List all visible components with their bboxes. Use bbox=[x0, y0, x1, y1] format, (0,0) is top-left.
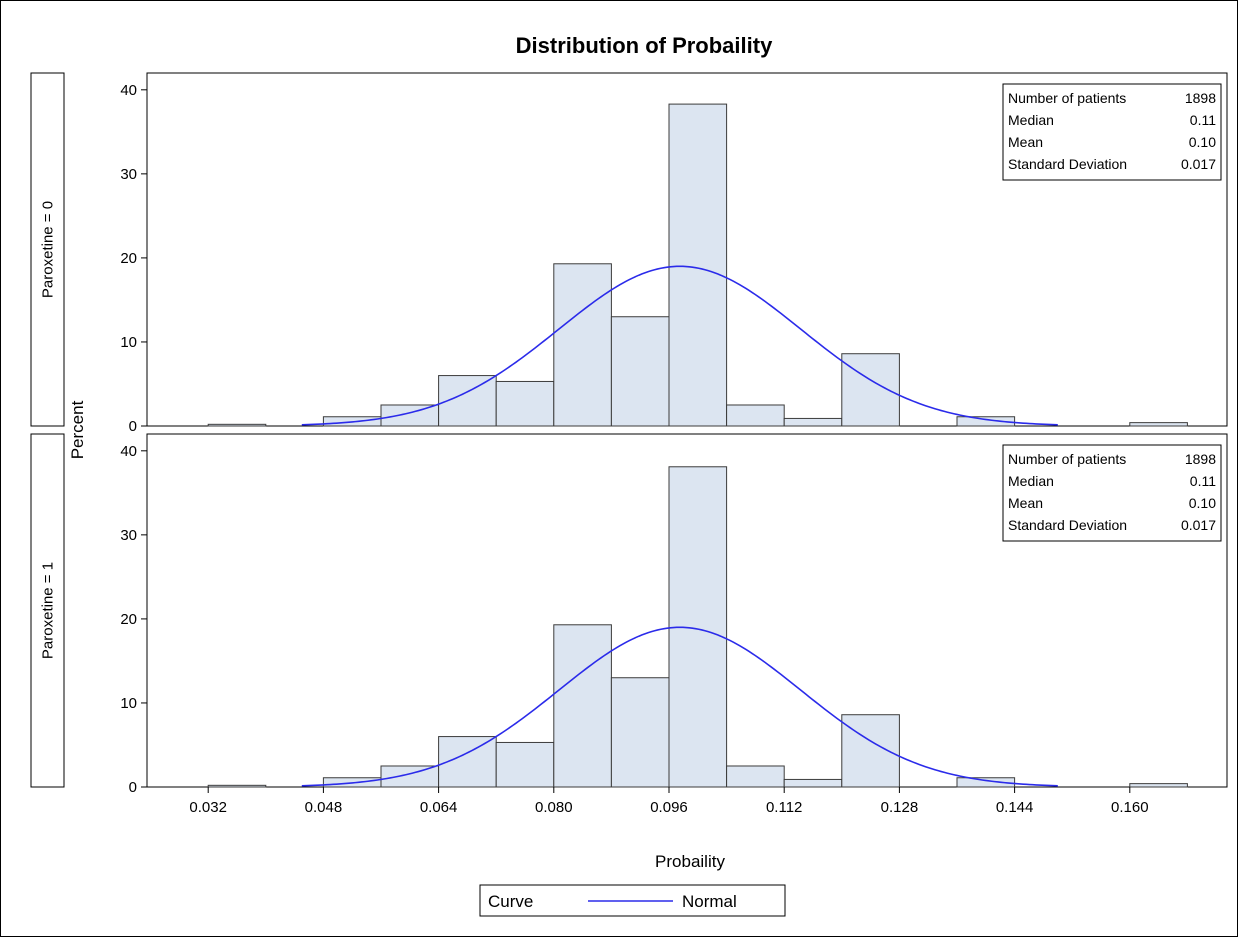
y-tick-label: 20 bbox=[120, 250, 137, 267]
stats-label: Median bbox=[1008, 473, 1054, 489]
histogram-bar bbox=[841, 714, 900, 788]
histogram-bar bbox=[956, 777, 1016, 788]
stats-box bbox=[1002, 83, 1222, 181]
x-tick-label: 0.080 bbox=[535, 799, 573, 816]
x-tick-label: 0.048 bbox=[305, 799, 343, 816]
stats-label: Median bbox=[1008, 112, 1054, 128]
y-tick-label: 10 bbox=[120, 334, 137, 351]
y-axis-label: Percent bbox=[68, 400, 87, 459]
y-tick-label: 20 bbox=[120, 611, 137, 628]
histogram-bar bbox=[495, 741, 555, 788]
stats-label: Standard Deviation bbox=[1008, 517, 1127, 533]
histogram-bar bbox=[1129, 783, 1188, 788]
y-tick-label: 10 bbox=[120, 695, 137, 712]
histogram-bar bbox=[207, 784, 267, 788]
legend: Curve Normal bbox=[479, 884, 786, 917]
panel-label-box bbox=[30, 72, 65, 427]
histogram-bar bbox=[668, 103, 728, 427]
x-tick-label: 0.096 bbox=[650, 799, 688, 816]
panel-label: Paroxetine = 0 bbox=[40, 201, 57, 298]
histogram-bar bbox=[783, 417, 843, 427]
stats-value: 0.11 bbox=[1190, 112, 1216, 128]
normal-curve bbox=[301, 626, 1058, 787]
histogram-bar bbox=[726, 404, 785, 427]
histogram-bar bbox=[553, 263, 612, 427]
x-tick-label: 0.064 bbox=[420, 799, 458, 816]
stats-value: 0.017 bbox=[1181, 517, 1216, 533]
y-tick-label: 40 bbox=[120, 443, 137, 460]
stats-label: Mean bbox=[1008, 134, 1043, 150]
panel-1: Paroxetine = 1 0 10 20 30 40 Number of patient… bbox=[30, 433, 1228, 796]
x-tick-label: 0.160 bbox=[1111, 799, 1149, 816]
histogram-bar bbox=[553, 624, 612, 788]
y-tick-label: 30 bbox=[120, 527, 137, 544]
legend-title: Curve bbox=[488, 892, 533, 911]
x-tick-label: 0.032 bbox=[189, 799, 227, 816]
normal-curve bbox=[301, 265, 1058, 426]
stats-label: Number of patients bbox=[1008, 451, 1126, 467]
stats-label: Mean bbox=[1008, 495, 1043, 511]
panel-label-box bbox=[30, 433, 65, 788]
panel-0: Paroxetine = 0 0 10 20 30 40 Number of patient… bbox=[30, 72, 1228, 435]
x-tick-label: 0.128 bbox=[881, 799, 919, 816]
stats-box bbox=[1002, 444, 1222, 542]
stats-label: Standard Deviation bbox=[1008, 156, 1127, 172]
y-tick-label: 0 bbox=[129, 418, 137, 435]
stats-value: 1898 bbox=[1185, 451, 1216, 467]
histogram-bar bbox=[956, 416, 1016, 427]
stats-value: 0.11 bbox=[1190, 473, 1216, 489]
histogram-bar bbox=[726, 765, 785, 788]
histogram-bar bbox=[783, 778, 843, 788]
y-tick-label: 0 bbox=[129, 779, 137, 796]
x-axis-label: Probaility bbox=[655, 852, 725, 871]
x-tick-label: 0.144 bbox=[996, 799, 1034, 816]
chart-title: Distribution of Probaility bbox=[516, 33, 773, 58]
stats-value: 0.10 bbox=[1189, 495, 1216, 511]
histogram-bar bbox=[380, 404, 440, 427]
x-axis: 0.032 0.048 0.064 0.080 0.096 0.112 0.128 0.144… bbox=[189, 787, 1149, 816]
stats-value: 0.017 bbox=[1181, 156, 1216, 172]
histogram-bar bbox=[495, 380, 555, 427]
stats-value: 0.10 bbox=[1189, 134, 1216, 150]
panel-label: Paroxetine = 1 bbox=[40, 562, 57, 659]
histogram-bar bbox=[668, 466, 728, 788]
histogram-bar bbox=[610, 316, 670, 427]
y-tick-label: 40 bbox=[120, 82, 137, 99]
histogram-bar bbox=[610, 677, 670, 788]
stats-value: 1898 bbox=[1185, 90, 1216, 106]
histogram-bar bbox=[380, 765, 440, 788]
histogram-bar bbox=[1129, 422, 1188, 427]
x-tick-label: 0.112 bbox=[766, 799, 802, 816]
stats-label: Number of patients bbox=[1008, 90, 1126, 106]
histogram-bar bbox=[207, 423, 267, 427]
y-tick-label: 30 bbox=[120, 166, 137, 183]
histogram-bar bbox=[841, 353, 900, 427]
legend-normal-label: Normal bbox=[682, 892, 737, 911]
